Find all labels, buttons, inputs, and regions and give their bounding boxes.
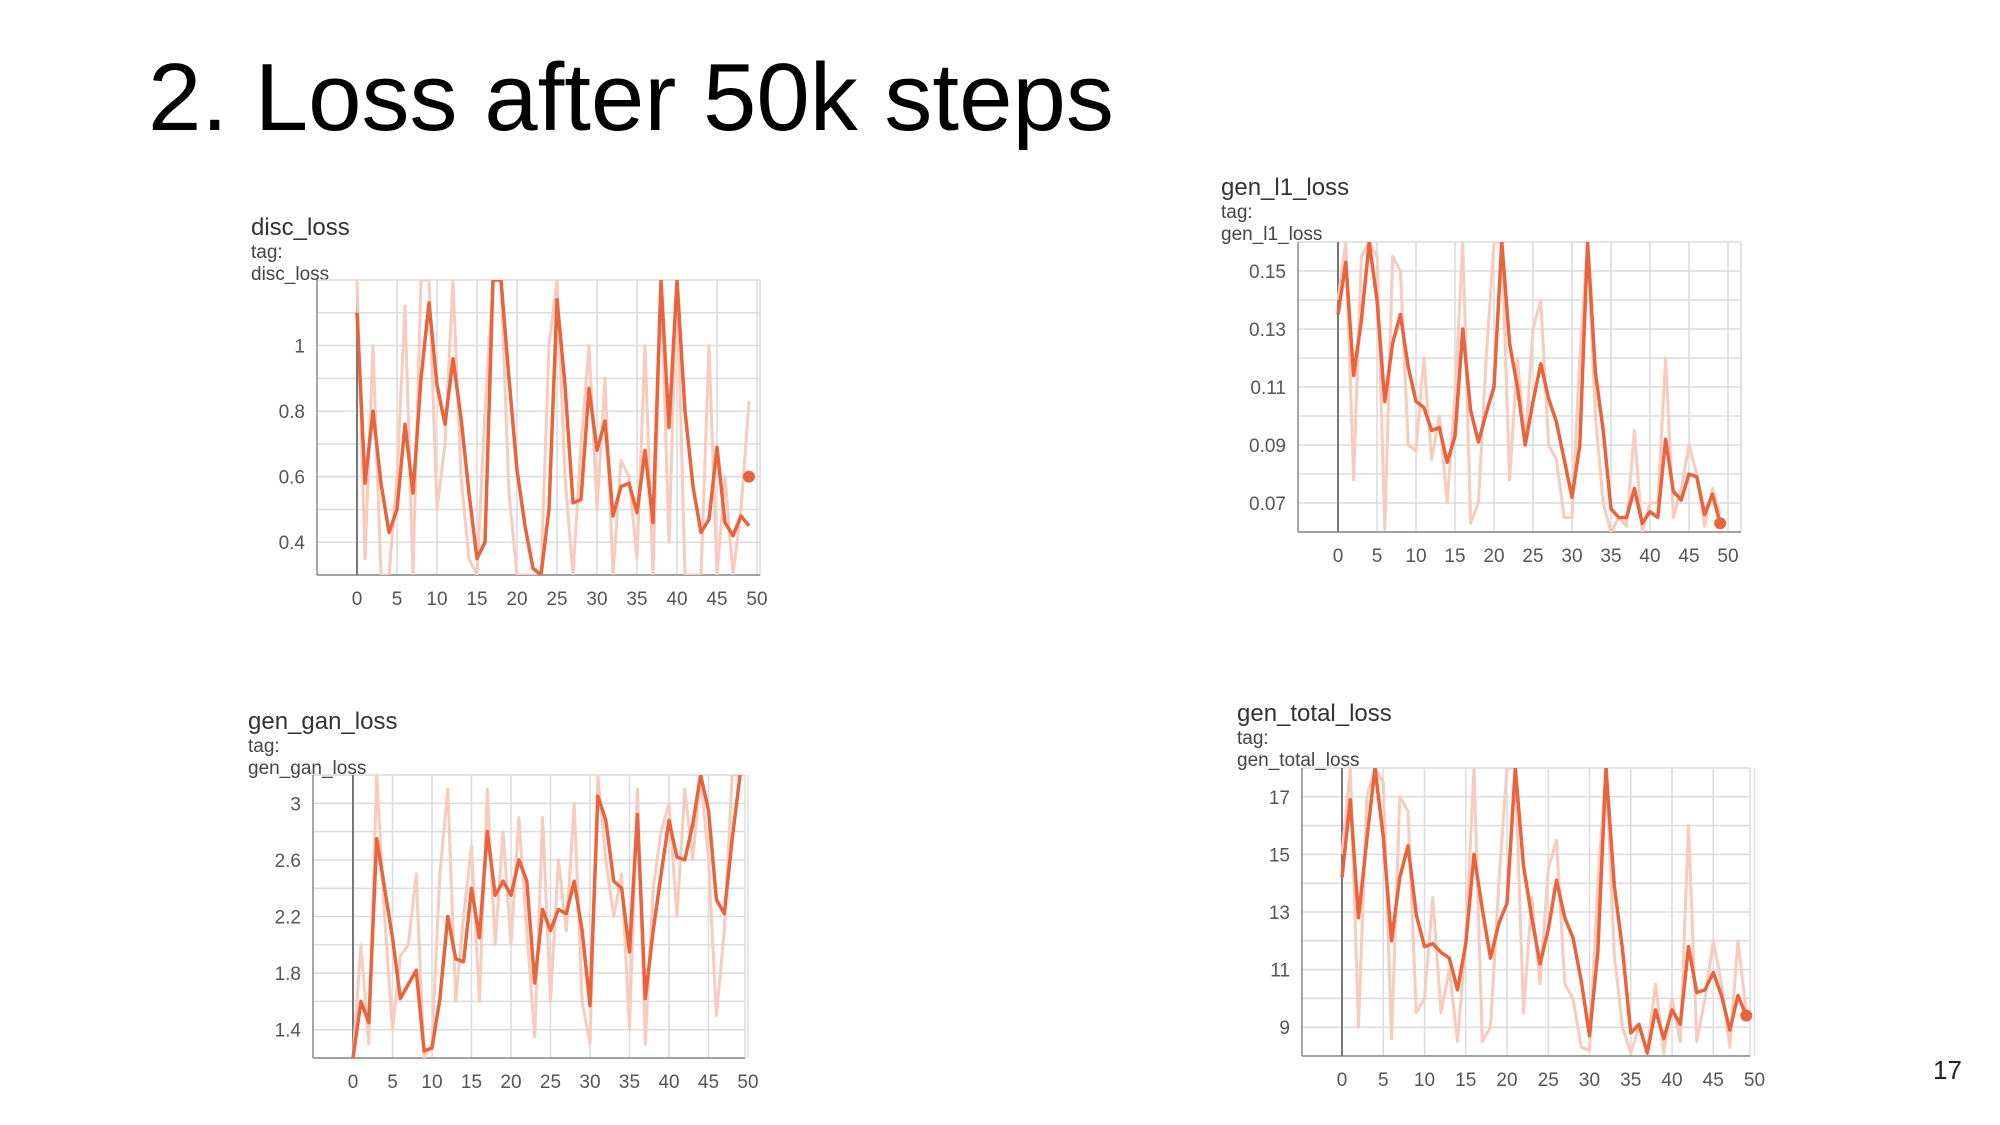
y-tick-label: 0.15: [1249, 262, 1286, 283]
chart-tag: tag: gen_l1_loss: [1221, 202, 1323, 245]
y-tick-label: 3: [290, 794, 301, 815]
y-tick-label: 15: [1269, 845, 1290, 866]
chart-tag: tag: gen_gan_loss: [248, 736, 367, 779]
x-tick-label: 40: [1661, 1070, 1682, 1091]
slide-title: 2. Loss after 50k steps: [148, 44, 1114, 151]
x-tick-label: 10: [421, 1072, 442, 1093]
chart-gen-l1-loss: 0.07 0.09 0.11 0.13 0.15 0 5 10 15 20 25 30 35 40 45 50: [1249, 241, 1742, 567]
smoothed-series-line: [1340, 768, 1748, 1055]
x-tick-label: 45: [698, 1072, 719, 1093]
x-tick-label: 45: [1678, 546, 1699, 567]
x-tick-label: 30: [1579, 1070, 1600, 1091]
chart-title: disc_loss: [251, 214, 350, 241]
raw-series-line: [355, 280, 751, 575]
x-tick-label: 25: [1522, 546, 1543, 567]
x-tick-label: 20: [506, 589, 527, 610]
y-tick-label: 0.11: [1250, 378, 1286, 399]
smoothed-series-line: [351, 775, 742, 1058]
x-tick-label: 40: [1639, 546, 1660, 567]
x-tick-label: 0: [1337, 1070, 1348, 1091]
x-tick-label: 5: [392, 589, 403, 610]
x-tick-label: 50: [737, 1072, 758, 1093]
x-tick-label: 50: [1744, 1070, 1765, 1091]
x-tick-label: 25: [1538, 1070, 1559, 1091]
x-tick-label: 0: [348, 1072, 359, 1093]
x-tick-label: 10: [426, 589, 447, 610]
x-tick-label: 25: [540, 1072, 561, 1093]
y-tick-label: 1: [294, 337, 305, 358]
smoothed-series-line: [355, 280, 751, 575]
y-tick-label: 17: [1269, 788, 1290, 809]
x-tick-label: 15: [466, 589, 487, 610]
x-tick-label: 10: [1405, 546, 1426, 567]
y-tick-label: 11: [1270, 961, 1290, 982]
x-tick-label: 35: [1620, 1070, 1641, 1091]
last-point-marker: [1740, 1009, 1753, 1022]
smoothed-series-line: [1336, 242, 1722, 526]
x-tick-label: 25: [546, 589, 567, 610]
x-tick-label: 15: [461, 1072, 482, 1093]
x-tick-label: 0: [1333, 546, 1344, 567]
raw-series-line: [1340, 768, 1748, 1055]
x-tick-label: 5: [387, 1072, 398, 1093]
chart-gen-gan-loss: 1.41.82.22.630 5 10 15 20 25 30 35 40 45 50: [275, 774, 759, 1093]
x-tick-label: 45: [706, 589, 727, 610]
chart-tag: tag: disc_loss: [251, 242, 330, 285]
x-tick-label: 35: [619, 1072, 640, 1093]
y-tick-label: 2.2: [275, 908, 301, 929]
x-tick-label: 50: [746, 589, 767, 610]
grid: [317, 279, 761, 576]
x-tick-label: 45: [1703, 1070, 1724, 1091]
y-tick-label: 0.07: [1249, 494, 1286, 515]
y-tick-label: 0.4: [279, 533, 306, 554]
y-tick-label: 1.4: [275, 1021, 302, 1042]
raw-series-line: [1336, 242, 1722, 532]
chart-title: gen_l1_loss: [1221, 174, 1350, 201]
y-tick-label: 1.8: [275, 964, 301, 985]
x-tick-label: 40: [666, 589, 687, 610]
y-tick-label: 0.6: [279, 468, 305, 489]
x-tick-label: 0: [352, 589, 363, 610]
y-tick-label: 9: [1279, 1018, 1290, 1039]
chart-title: gen_gan_loss: [248, 708, 398, 735]
x-tick-label: 15: [1444, 546, 1465, 567]
x-tick-label: 20: [500, 1072, 521, 1093]
grid: [1298, 241, 1742, 533]
x-tick-label: 30: [586, 589, 607, 610]
x-tick-label: 10: [1414, 1070, 1435, 1091]
y-tick-label: 0.8: [279, 402, 305, 423]
x-tick-label: 30: [579, 1072, 600, 1093]
x-tick-label: 5: [1372, 546, 1383, 567]
x-tick-label: 35: [1600, 546, 1621, 567]
raw-series-line: [351, 775, 741, 1058]
page-number: 17: [1933, 1055, 1962, 1085]
last-point-marker: [743, 470, 755, 483]
chart-title: gen_total_loss: [1237, 700, 1392, 727]
chart-tag: tag: gen_total_loss: [1237, 728, 1360, 771]
y-tick-label: 0.13: [1249, 320, 1286, 341]
x-tick-label: 50: [1717, 546, 1738, 567]
x-tick-label: 15: [1455, 1070, 1476, 1091]
x-tick-label: 35: [626, 589, 647, 610]
last-point-marker: [1714, 517, 1727, 530]
x-tick-label: 20: [1483, 546, 1504, 567]
x-tick-label: 30: [1561, 546, 1582, 567]
chart-gen-total-loss: 9 11 13 15 17 0 5 10 15 20 25 30 35 40 45 50: [1269, 767, 1765, 1091]
x-tick-label: 5: [1378, 1070, 1389, 1091]
y-tick-label: 2.6: [275, 851, 301, 872]
y-tick-label: 13: [1269, 903, 1290, 924]
x-tick-label: 40: [658, 1072, 679, 1093]
chart-disc-loss: 0.40.60.810 5 10 15 20 25 30 35 40 45 50: [279, 279, 768, 610]
y-tick-label: 0.09: [1249, 436, 1286, 457]
x-tick-label: 20: [1496, 1070, 1517, 1091]
